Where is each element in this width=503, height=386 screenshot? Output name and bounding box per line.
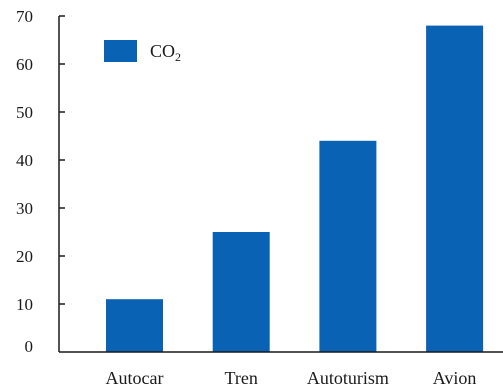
legend: CO2 [104, 40, 181, 64]
y-axis: 0 10 20 30 40 50 60 70 [16, 7, 65, 356]
x-axis: Autocar Tren Autoturism Avion [59, 351, 503, 386]
x-category-label: Tren [225, 368, 258, 386]
legend-swatch [104, 40, 137, 62]
y-tick-label: 50 [16, 103, 33, 122]
x-category-label: Avion [433, 368, 477, 386]
y-tick-label: 10 [16, 295, 33, 314]
y-tick-label: 20 [16, 247, 33, 266]
y-tick-label: 40 [16, 151, 33, 170]
bar-tren [212, 232, 270, 352]
y-tick-label: 70 [16, 7, 33, 26]
y-tick-label: 60 [16, 55, 33, 74]
x-category-label: Autoturism [307, 368, 389, 386]
bars [106, 25, 484, 352]
bar-autoturism [319, 140, 377, 352]
y-tick-label: 30 [16, 199, 33, 218]
x-category-label: Autocar [106, 368, 164, 386]
legend-label: CO2 [150, 41, 181, 64]
y-tick-label: 0 [25, 337, 34, 356]
bar-autocar [106, 299, 163, 352]
bar-avion [426, 25, 484, 352]
